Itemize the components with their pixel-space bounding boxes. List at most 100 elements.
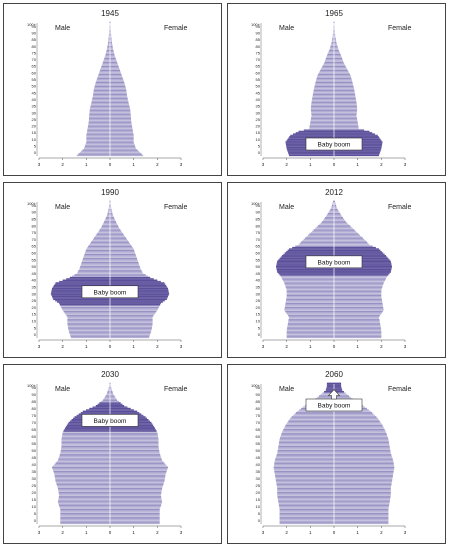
bar-female-age-11: [110, 140, 134, 142]
bar-male-age-39: [284, 283, 334, 286]
x-tick-label: 1: [85, 162, 88, 167]
age-tick-label: 90: [32, 392, 37, 397]
bar-female-age-14: [334, 317, 380, 320]
bar-male-age-90: [104, 396, 110, 399]
age-tick-label: 85: [256, 37, 261, 42]
bar-male-age-16: [292, 133, 334, 135]
bar-male-age-62: [99, 72, 110, 74]
bar-female-age-80: [334, 410, 371, 413]
bar-female-age-66: [334, 66, 347, 69]
bar-male-age-85: [104, 221, 110, 223]
bar-male-age-13: [58, 504, 110, 506]
age-tick-label: 45: [32, 455, 37, 460]
bar-female-age-77: [110, 52, 115, 54]
bar-male-age-18: [87, 130, 110, 133]
age-tick-label: 5: [258, 144, 261, 149]
bar-female-age-28: [334, 117, 357, 119]
bar-male-age-81: [101, 226, 110, 228]
bar-female-age-30: [110, 114, 131, 117]
bar-female-age-67: [334, 65, 346, 68]
bar-male-age-31: [286, 294, 334, 296]
x-tick-label: 2: [61, 530, 64, 535]
bar-male-age-37: [311, 105, 334, 107]
bar-male-age-92: [107, 211, 110, 214]
bar-male-age-98: [109, 385, 110, 387]
bar-male-age-94: [108, 208, 110, 211]
bar-male-age-51: [314, 86, 334, 89]
bar-male-age-71: [302, 240, 334, 242]
bar-female-age-77: [334, 414, 375, 417]
bar-female-age-52: [110, 85, 126, 87]
bar-male-age-64: [85, 249, 110, 252]
bar-male-age-45: [274, 459, 334, 462]
bar-male-age-81: [86, 409, 110, 411]
bar-male-age-82: [101, 225, 110, 227]
bar-male-age-88: [325, 216, 334, 219]
bar-female-age-2: [334, 333, 382, 336]
bar-male-age-15: [86, 134, 110, 137]
bar-male-age-21: [284, 308, 334, 310]
bar-female-age-18: [110, 130, 133, 133]
bar-male-age-29: [52, 297, 110, 299]
bar-female-age-27: [334, 118, 358, 121]
bar-female-age-45: [334, 459, 394, 462]
bar-female-age-75: [110, 54, 115, 57]
bar-female-age-68: [334, 64, 345, 66]
bar-female-age-36: [110, 472, 167, 474]
bar-male-age-29: [56, 482, 110, 484]
age-tick-label: 50: [256, 84, 261, 89]
bar-female-age-33: [334, 110, 357, 113]
bar-male-age-18: [64, 312, 110, 314]
bar-female-age-13: [110, 504, 162, 506]
bar-female-age-94: [334, 29, 335, 32]
bar-female-age-72: [334, 421, 381, 424]
bar-male-age-6: [60, 514, 110, 516]
bar-male-age-10: [60, 508, 110, 511]
bar-female-age-6: [334, 514, 389, 516]
bar-female-age-17: [110, 498, 162, 501]
bar-female-age-76: [110, 233, 124, 235]
bar-female-age-7: [110, 145, 136, 147]
bar-male-age-1: [279, 521, 334, 523]
bar-male-age-3: [286, 332, 334, 335]
bar-male-age-95: [108, 389, 110, 392]
age-tick-label: 90: [32, 30, 37, 35]
age-tick-label: 5: [258, 511, 261, 516]
bar-male-age-83: [319, 223, 334, 226]
bar-male-age-30: [89, 114, 110, 117]
bar-female-age-58: [334, 77, 352, 80]
bar-male-age-22: [87, 125, 110, 127]
bar-female-age-93: [110, 30, 111, 33]
bar-male-age-76: [327, 53, 334, 56]
bar-female-age-11: [110, 507, 161, 509]
bar-male-age-14: [67, 317, 110, 320]
bar-male-age-30: [311, 114, 334, 117]
age-tick-label: 95: [256, 203, 261, 208]
bar-female-age-59: [334, 440, 389, 442]
bar-female-age-60: [110, 438, 159, 441]
bar-female-age-1: [334, 153, 380, 155]
bar-male-age-19: [303, 129, 334, 131]
bar-male-age-57: [82, 259, 110, 261]
bar-male-age-26: [57, 301, 110, 303]
bar-male-age-53: [277, 448, 334, 450]
bar-female-age-69: [334, 62, 345, 65]
bar-male-age-37: [274, 470, 334, 473]
age-tick-label: 75: [32, 50, 37, 55]
bar-female-age-24: [334, 489, 391, 491]
bar-male-age-40: [55, 282, 110, 284]
bar-male-age-96: [326, 388, 334, 390]
bar-female-age-47: [334, 272, 390, 275]
bar-female-age-30: [334, 295, 382, 298]
bar-male-age-56: [277, 260, 334, 262]
bar-male-age-36: [90, 106, 110, 109]
bar-female-age-79: [110, 229, 121, 231]
bar-male-age-83: [330, 44, 334, 46]
bar-female-age-84: [334, 222, 348, 224]
bar-female-age-25: [110, 121, 132, 123]
bar-male-age-76: [96, 233, 110, 235]
bar-female-age-49: [334, 454, 392, 456]
bar-female-age-19: [110, 496, 162, 498]
bar-male-age-14: [58, 503, 110, 505]
